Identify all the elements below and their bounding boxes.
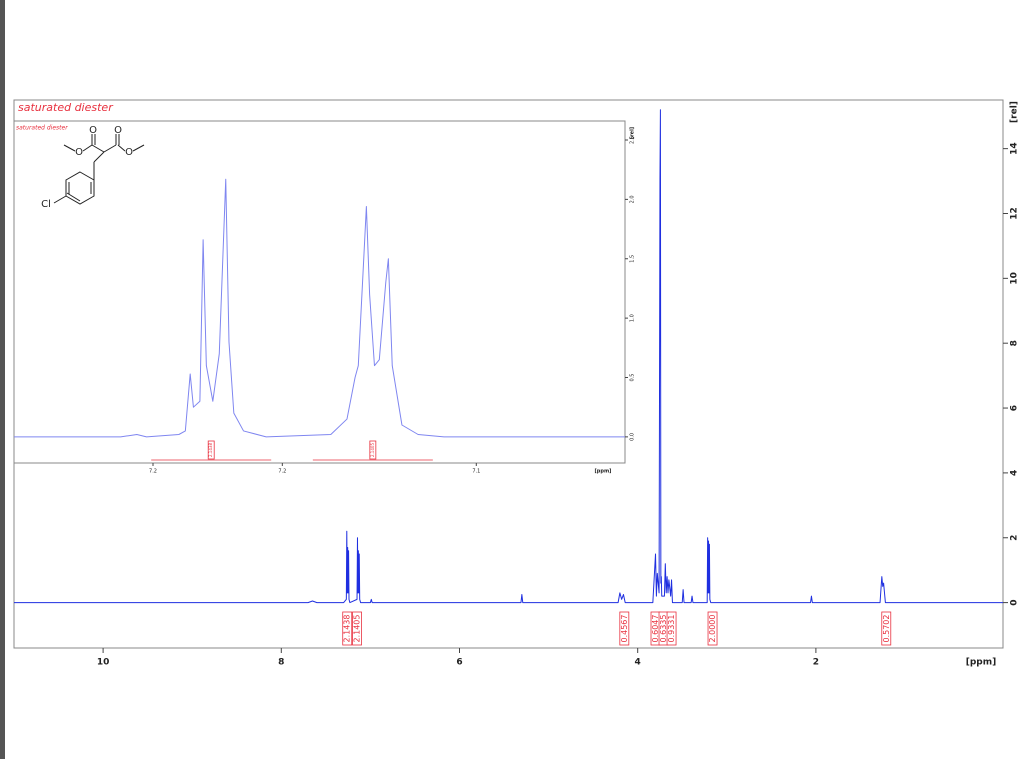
integral-box: [207, 440, 215, 460]
integral-label: 2.0000: [708, 615, 717, 643]
integral-box: [666, 611, 677, 646]
integral-label: 0.5702: [882, 615, 891, 643]
side-bar: [0, 0, 5, 759]
integral-label: 2.1405: [353, 615, 362, 643]
atom: O: [89, 125, 97, 136]
integral-label: 0.9331: [667, 615, 676, 643]
atom: O: [125, 147, 133, 158]
integral-box: [352, 611, 362, 646]
y-tick-label: 2.5: [630, 136, 636, 144]
bond: [82, 144, 93, 152]
x-tick-label: 7.1: [472, 469, 480, 475]
atom-labels: O O O O Cl: [41, 125, 133, 210]
y-axis-label: [rel]: [1010, 101, 1020, 123]
molecule: [53, 134, 145, 205]
x-tick-label: 6: [456, 658, 462, 668]
bond: [66, 192, 81, 202]
integral-box: [619, 611, 630, 646]
y-tick-label: 2.0: [630, 195, 636, 203]
spectrum-line: [14, 109, 1003, 604]
y-tick-label: 6: [1010, 405, 1020, 411]
bond: [53, 195, 67, 204]
y-tick-label: 0.5: [630, 374, 636, 382]
integral-box: [707, 611, 718, 646]
integral-label: 0.6335: [659, 615, 668, 643]
atom: Cl: [41, 199, 51, 210]
y-tick-label: 10: [1010, 272, 1020, 285]
bond: [132, 144, 145, 152]
integral-box: [881, 611, 892, 646]
x-tick-label: 7.2: [149, 469, 157, 475]
y-tick-label: 4: [1010, 470, 1020, 476]
x-axis-label: [ppm]: [595, 469, 612, 475]
x-tick-label: 8: [278, 658, 284, 668]
integral-label: 2.1405: [370, 443, 375, 457]
integral-label: 0.4567: [620, 615, 629, 643]
x-tick-label: 2: [813, 658, 819, 668]
bond: [63, 144, 76, 152]
y-tick-label: 0.0: [630, 433, 636, 441]
y-tick-label: 1.5: [630, 255, 636, 263]
x-tick-label: 4: [635, 658, 641, 668]
y-tick-label: 14: [1010, 142, 1020, 155]
integral-box: [342, 611, 353, 646]
bond: [91, 144, 105, 153]
x-tick-label: 7.2: [278, 469, 286, 475]
bond: [103, 144, 117, 153]
bond: [117, 144, 126, 152]
inset-frame: [13, 120, 626, 464]
bond: [93, 151, 105, 163]
y-tick-label: 2: [1010, 535, 1020, 541]
y-axis-label: [rel]: [630, 127, 636, 139]
integral-label: 2.1438: [343, 615, 352, 643]
y-tick-label: 12: [1010, 207, 1020, 220]
x-axis-label: [ppm]: [966, 658, 997, 668]
integral-label: 0.6047: [651, 615, 660, 643]
x-tick-label: 10: [97, 658, 110, 668]
integral-label: 2.1438: [208, 443, 213, 457]
inset-title: saturated diester: [16, 125, 68, 132]
y-tick-label: 8: [1010, 340, 1020, 346]
integral-box: [369, 440, 377, 460]
main-title: saturated diester: [18, 101, 114, 114]
atom: O: [114, 125, 122, 136]
y-tick-label: 0: [1010, 599, 1020, 605]
atom: O: [75, 147, 83, 158]
y-tick-label: 1.0: [630, 314, 636, 322]
spectrum-line: [14, 178, 625, 438]
